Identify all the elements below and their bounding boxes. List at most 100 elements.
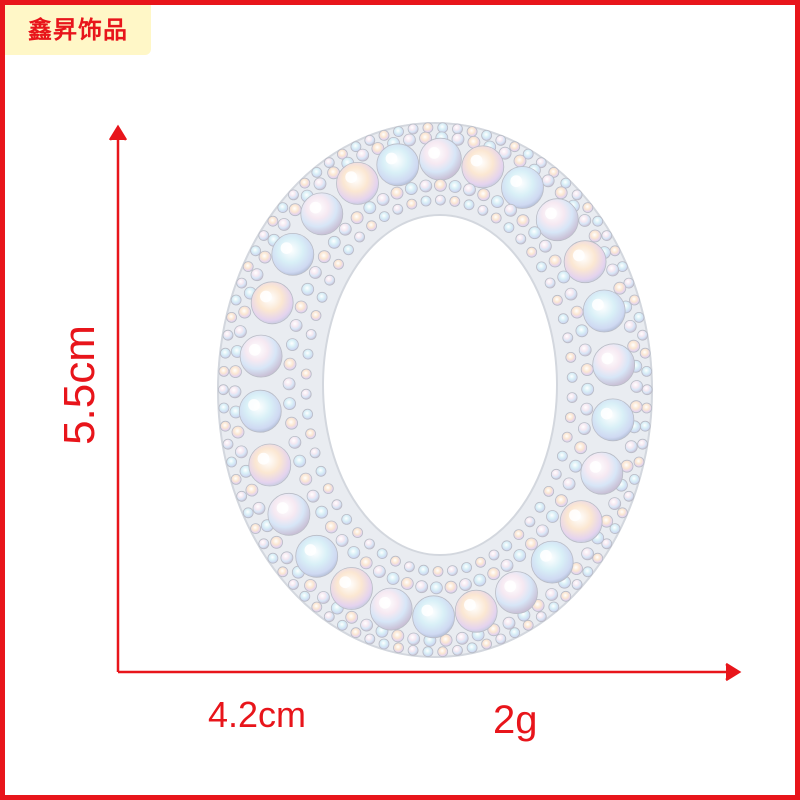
rhinestone <box>591 398 635 442</box>
rhinestone-glint <box>510 175 523 188</box>
width-label: 4.2cm <box>208 694 307 735</box>
rhinestone <box>563 240 607 284</box>
rhinestone-glint <box>569 509 581 522</box>
rhinestone <box>525 537 538 551</box>
rhinestone <box>327 235 341 249</box>
rhinestone <box>222 329 234 341</box>
rhinestone <box>218 365 230 377</box>
rhinestone <box>580 402 594 416</box>
rhinestone <box>311 601 323 613</box>
rhinestone <box>323 611 335 623</box>
rhinestone <box>557 450 568 462</box>
rhinestone <box>376 548 388 559</box>
rhinestone-glint <box>504 580 517 593</box>
rhinestone <box>639 347 651 359</box>
rhinestone <box>252 501 266 515</box>
rhinestone <box>335 534 349 547</box>
rhinestone <box>516 214 530 228</box>
rhinestone <box>282 377 296 391</box>
rhinestone-glint <box>589 461 602 473</box>
rhinestone <box>324 274 336 286</box>
rhinestone <box>490 212 502 224</box>
rhinestone <box>562 332 574 344</box>
rhinestone <box>546 510 559 523</box>
rhinestone <box>534 501 546 513</box>
rhinestone-glint <box>309 201 322 214</box>
rhinestone <box>280 551 294 565</box>
rhinestone <box>630 380 644 393</box>
rhinestone <box>452 123 463 135</box>
rhinestone <box>633 311 645 323</box>
rhinestone <box>226 456 238 468</box>
rhinestone <box>509 141 521 153</box>
rhinestone-glint <box>248 343 261 356</box>
height-label: 5.5cm <box>55 325 104 445</box>
rhinestone <box>429 581 443 595</box>
rhinestone <box>230 473 242 485</box>
rhinestone <box>271 232 315 276</box>
rhinestone-glint <box>421 604 434 617</box>
rhinestone <box>515 233 527 245</box>
rhinestone <box>557 313 569 325</box>
rhinestone <box>554 186 568 200</box>
rhinestone <box>477 204 489 216</box>
rhinestone <box>315 465 327 477</box>
rhinestone <box>641 402 653 414</box>
rhinestone <box>623 319 637 333</box>
rhinestone <box>418 564 430 576</box>
rhinestone <box>606 263 620 277</box>
rhinestone <box>283 357 297 371</box>
rhinestone-glint <box>385 152 398 165</box>
rhinestone <box>305 428 317 440</box>
rhinestone <box>592 343 636 387</box>
rhinestone <box>392 203 404 215</box>
rhinestone <box>539 239 552 253</box>
rhinestone <box>627 339 641 353</box>
rhinestone <box>239 334 283 378</box>
rhinestone <box>322 483 334 495</box>
rhinestone <box>550 468 562 480</box>
rhinestone <box>350 141 362 153</box>
rhinestone <box>488 549 500 561</box>
rhinestone <box>236 490 248 502</box>
rhinestone <box>233 325 247 339</box>
rhinestone-glint <box>470 154 483 167</box>
rhinestone <box>324 520 338 534</box>
rhinestone <box>582 566 594 578</box>
rhinestone <box>548 601 560 613</box>
rhinestone <box>541 174 555 188</box>
rhinestone <box>580 363 594 377</box>
rhinestone <box>637 329 648 341</box>
rhinestone <box>623 490 635 502</box>
rhinestone <box>412 595 456 639</box>
rhinestone <box>363 201 377 215</box>
rhinestone <box>313 177 327 191</box>
rhinestone <box>356 148 370 162</box>
rhinestone <box>304 579 317 592</box>
rhinestone <box>461 562 473 573</box>
rhinestone <box>347 546 361 559</box>
rhinestone <box>566 392 578 404</box>
rhinestone <box>481 638 493 650</box>
rhinestone <box>543 485 555 497</box>
rhinestone <box>432 566 444 577</box>
rhinestone <box>552 294 563 306</box>
rhinestone <box>403 561 415 573</box>
rhinestone <box>267 215 279 227</box>
rhinestone <box>250 245 262 257</box>
rhinestone <box>588 229 602 243</box>
rhinestone <box>315 505 329 519</box>
rhinestone <box>524 516 536 528</box>
dimension-arrows <box>108 124 742 682</box>
rhinestone <box>437 122 449 134</box>
rhinestone <box>277 202 289 214</box>
rhinestone <box>641 365 653 377</box>
rhinestone <box>283 397 297 411</box>
rhinestone-glint <box>572 249 585 262</box>
rhinestone <box>293 454 307 468</box>
rhinestone <box>390 555 401 567</box>
rhinestone <box>504 203 518 217</box>
rhinestone <box>578 343 592 357</box>
rhinestone <box>338 222 352 236</box>
rhinestone <box>477 188 491 202</box>
